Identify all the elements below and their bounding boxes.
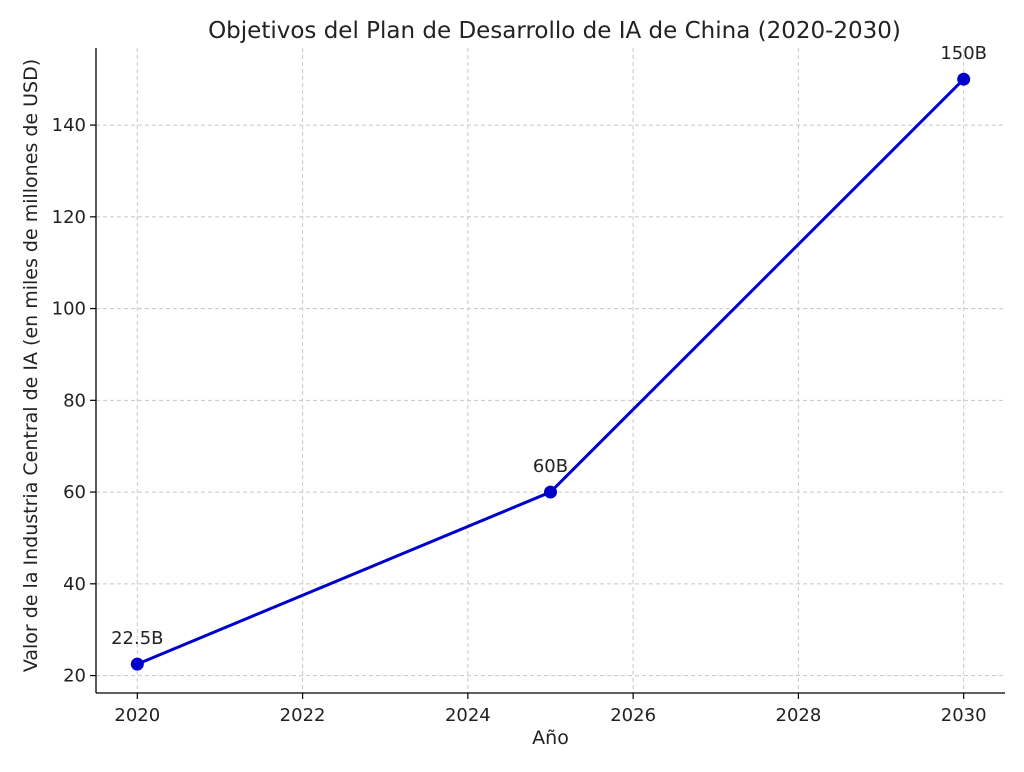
y-tick-label: 120 — [52, 207, 86, 228]
ticks: 2020 2022 2024 2026 2028 2030 20 40 60 80 100 120 14… — [52, 115, 987, 726]
y-tick-label: 140 — [52, 115, 86, 136]
x-tick-label: 2026 — [610, 705, 656, 726]
x-axis-label: Año — [532, 727, 569, 749]
data-point — [957, 72, 971, 86]
data-point — [130, 657, 144, 671]
y-tick-label: 40 — [63, 574, 86, 595]
data-point-label: 60B — [533, 456, 568, 477]
series-line — [136, 78, 965, 666]
data-point-label: 150B — [940, 43, 987, 64]
x-tick-label: 2024 — [445, 705, 491, 726]
y-tick-label: 100 — [52, 299, 86, 320]
series — [130, 72, 971, 671]
y-axis-label: Valor de la Industria Central de IA (en … — [20, 59, 42, 672]
y-tick-label: 80 — [63, 390, 86, 411]
y-tick-label: 60 — [63, 482, 86, 503]
x-tick-label: 2020 — [114, 705, 160, 726]
data-point — [544, 485, 557, 499]
x-tick-label: 2030 — [941, 705, 987, 726]
data-labels: 22.5B 60B 150B — [111, 43, 987, 649]
axes — [95, 48, 1005, 694]
grid — [96, 48, 1005, 693]
x-tick-label: 2022 — [280, 705, 326, 726]
y-tick-label: 20 — [63, 666, 86, 687]
x-tick-label: 2028 — [776, 705, 822, 726]
data-point-label: 22.5B — [111, 628, 163, 649]
chart-title: Objetivos del Plan de Desarrollo de IA d… — [208, 18, 901, 44]
